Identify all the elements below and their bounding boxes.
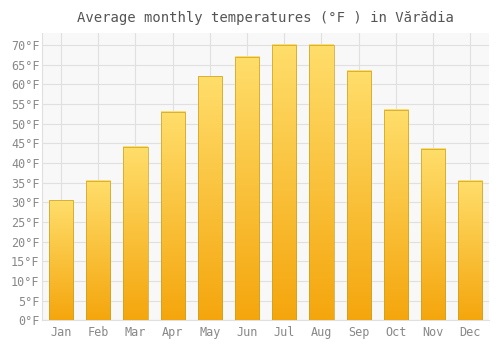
Title: Average monthly temperatures (°F ) in Vărădia: Average monthly temperatures (°F ) in Vă… [77,11,454,25]
Bar [272,45,296,320]
Bar [310,45,334,320]
Bar [384,110,408,320]
Bar [235,57,259,320]
Bar [124,147,148,320]
Bar [458,181,482,320]
Bar [86,181,110,320]
Bar [198,77,222,320]
Bar [421,149,445,320]
Bar [49,201,73,320]
Bar [160,112,184,320]
Bar [346,71,371,320]
